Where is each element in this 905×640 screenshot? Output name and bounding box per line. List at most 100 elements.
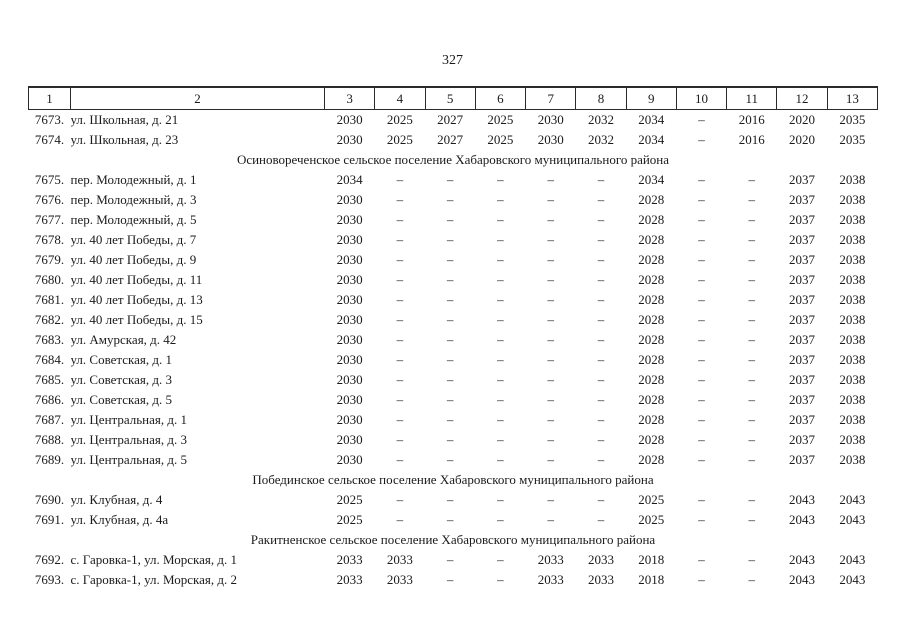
row-value: 2037 <box>789 172 816 187</box>
row-value: 2033 <box>336 552 363 567</box>
row-value: 2030 <box>336 212 363 227</box>
row-value: – <box>597 212 605 227</box>
row-value: – <box>497 232 504 247</box>
row-number: 7678. <box>34 232 65 247</box>
row-value: 2025 <box>487 132 514 147</box>
row-value: 2027 <box>437 132 464 147</box>
row-value: 2033 <box>537 572 564 587</box>
row-address: ул. 40 лет Победы, д. 13 <box>70 292 203 307</box>
row-value: 2034 <box>638 132 665 147</box>
row-value: 2038 <box>839 352 866 367</box>
row-address: ул. Советская, д. 3 <box>70 372 173 387</box>
row-value: – <box>446 292 454 307</box>
table-row: 7690. ул. Клубная, д. 4 2025 – – – – – 2025 – – 204… <box>29 490 878 510</box>
row-value: 2016 <box>738 112 765 127</box>
table-row: 7683. ул. Амурская, д. 42 2030 – – – – – 2028 – – 2… <box>29 330 878 350</box>
row-value: – <box>547 392 554 407</box>
row-value: 2030 <box>336 112 363 127</box>
row-number: 7689. <box>34 452 65 467</box>
row-value: 2028 <box>638 432 665 447</box>
row-value: – <box>698 412 705 427</box>
row-number: 7693. <box>34 572 65 587</box>
row-value: 2034 <box>336 172 363 187</box>
row-value: 2043 <box>789 552 816 567</box>
row-value: – <box>748 552 756 567</box>
row-value: 2034 <box>638 112 665 127</box>
row-number: 7681. <box>34 292 65 307</box>
row-address: ул. Советская, д. 5 <box>70 392 173 407</box>
row-value: – <box>446 392 454 407</box>
row-value: 2043 <box>789 512 816 527</box>
row-value: – <box>497 512 504 527</box>
table-row: 7674. ул. Школьная, д. 23 2030 2025 2027 2025… <box>29 130 878 150</box>
table-row: 7679. ул. 40 лет Победы, д. 9 2030 – – – – – 202… <box>29 250 878 270</box>
row-value: 2018 <box>638 552 665 567</box>
row-value: – <box>446 512 454 527</box>
page-number: 327 <box>442 53 463 68</box>
row-number: 7688. <box>34 432 65 447</box>
row-address: ул. 40 лет Победы, д. 7 <box>70 232 197 247</box>
table-row: 7682. ул. 40 лет Победы, д. 15 2030 – – – – – 20… <box>29 310 878 330</box>
row-value: – <box>547 212 554 227</box>
row-value: 2020 <box>789 132 816 147</box>
row-value: – <box>497 452 504 467</box>
row-value: – <box>446 432 454 447</box>
row-value: 2043 <box>839 512 866 527</box>
row-value: – <box>748 332 756 347</box>
row-value: – <box>748 252 756 267</box>
row-value: – <box>446 352 454 367</box>
row-value: 2030 <box>537 112 564 127</box>
row-value: – <box>597 412 605 427</box>
row-value: – <box>446 492 454 507</box>
row-value: – <box>446 252 454 267</box>
row-value: 2038 <box>839 432 866 447</box>
table-row: 7673. ул. Школьная, д. 21 2030 2025 2027 2025… <box>29 110 878 131</box>
row-value: – <box>597 492 605 507</box>
row-value: 2030 <box>336 132 363 147</box>
row-value: 2025 <box>336 512 363 527</box>
row-value: – <box>396 492 404 507</box>
row-value: 2037 <box>789 192 816 207</box>
row-value: – <box>748 452 756 467</box>
row-value: 2037 <box>789 372 816 387</box>
row-value: – <box>446 572 454 587</box>
row-value: – <box>597 252 605 267</box>
row-value: – <box>748 492 756 507</box>
row-value: 2027 <box>437 112 464 127</box>
row-value: – <box>547 492 554 507</box>
row-value: 2030 <box>336 432 363 447</box>
table-header-row: 1 2 3 4 5 6 7 8 9 10 11 12 13 <box>28 86 879 110</box>
row-value: 2025 <box>336 492 363 507</box>
row-value: 2028 <box>638 312 665 327</box>
row-value: 2028 <box>638 232 665 247</box>
row-value: 2033 <box>587 552 614 567</box>
row-value: – <box>748 392 756 407</box>
row-value: – <box>547 312 554 327</box>
column-header: 12 <box>776 86 828 110</box>
row-value: 2038 <box>839 332 866 347</box>
row-value: – <box>698 372 705 387</box>
row-value: – <box>497 172 504 187</box>
column-header: 11 <box>726 86 778 110</box>
row-value: 2025 <box>386 112 413 127</box>
row-value: – <box>597 512 605 527</box>
row-value: – <box>497 192 504 207</box>
row-value: 2018 <box>638 572 665 587</box>
row-value: – <box>396 392 404 407</box>
row-value: – <box>547 232 554 247</box>
section-title: Побединское сельское поселение Хабаровск… <box>252 472 654 487</box>
row-value: – <box>446 172 454 187</box>
row-value: 2038 <box>839 392 866 407</box>
row-value: – <box>547 172 554 187</box>
row-value: 2030 <box>336 352 363 367</box>
table-row: 7680. ул. 40 лет Победы, д. 11 2030 – – – – – 20… <box>29 270 878 290</box>
row-value: – <box>497 432 504 447</box>
row-value: – <box>748 512 756 527</box>
row-value: – <box>698 112 705 127</box>
row-value: – <box>597 392 605 407</box>
row-address: ул. Школьная, д. 21 <box>70 112 179 127</box>
table-row: 7691. ул. Клубная, д. 4а 2025 – – – – – 2025 – – 20… <box>29 510 878 530</box>
row-value: 2032 <box>587 112 614 127</box>
row-value: – <box>597 352 605 367</box>
row-value: 2038 <box>839 272 866 287</box>
